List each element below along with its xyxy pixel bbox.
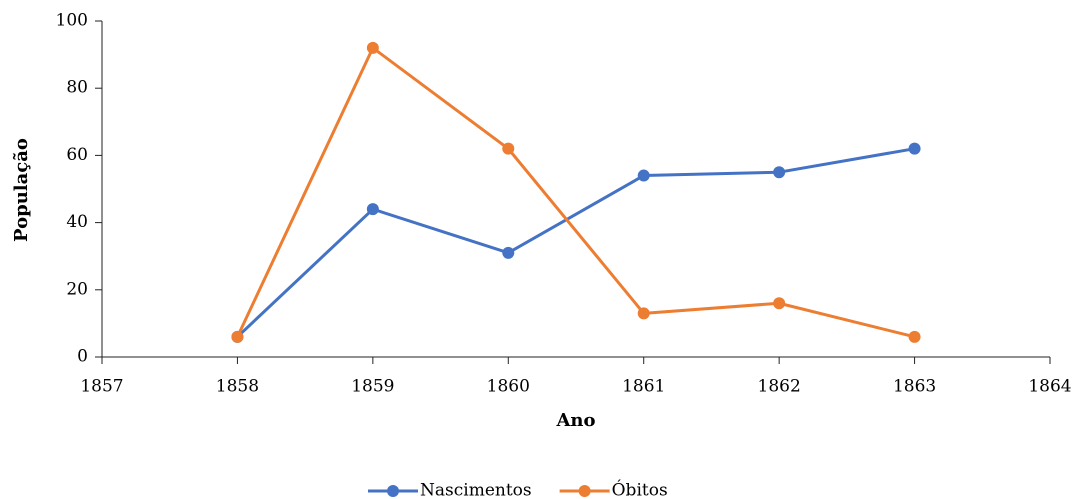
x-tick-label: 1858 [216, 377, 259, 397]
y-tick-label: 20 [66, 279, 88, 299]
y-tick-label: 100 [56, 11, 88, 31]
legend-marker [578, 485, 591, 497]
data-point [502, 246, 515, 259]
legend-label: Óbitos [612, 480, 668, 499]
data-point [908, 142, 921, 155]
data-point [366, 41, 379, 54]
y-tick-label: 0 [77, 347, 88, 367]
x-axis-label: Ano [555, 410, 595, 431]
x-tick-label: 1862 [758, 377, 801, 397]
x-tick-label: 1860 [487, 377, 530, 397]
legend-label: Nascimentos [420, 481, 532, 499]
y-tick-label: 80 [66, 78, 88, 98]
data-point [773, 297, 786, 310]
data-point [773, 166, 786, 179]
data-point [502, 142, 515, 155]
x-tick-label: 1859 [351, 377, 394, 397]
legend-marker [387, 485, 399, 497]
series-line [236, 147, 915, 338]
y-tick-label: 60 [66, 145, 88, 165]
data-point [637, 169, 650, 182]
y-tick-label: 40 [66, 212, 88, 232]
y-axis-label: População [11, 138, 32, 242]
series-line [236, 46, 915, 339]
x-tick-label: 1864 [1028, 377, 1071, 397]
data-point [231, 330, 244, 343]
data-point [908, 330, 921, 343]
data-point [366, 203, 379, 216]
x-tick-label: 1857 [80, 377, 123, 397]
data-point [637, 307, 650, 320]
x-tick-label: 1861 [622, 377, 665, 397]
x-tick-label: 1863 [893, 377, 936, 397]
